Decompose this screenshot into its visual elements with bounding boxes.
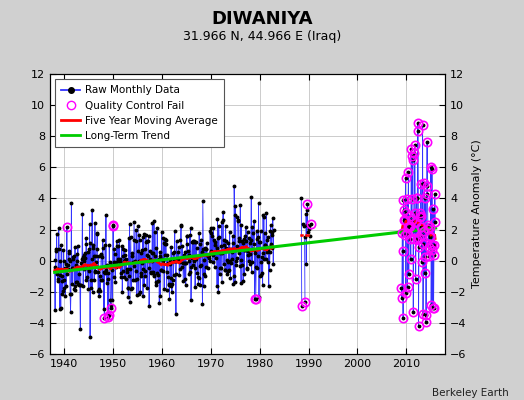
Text: 31.966 N, 44.966 E (Iraq): 31.966 N, 44.966 E (Iraq) [183,30,341,43]
Legend: Raw Monthly Data, Quality Control Fail, Five Year Moving Average, Long-Term Tren: Raw Monthly Data, Quality Control Fail, … [55,79,224,147]
Text: DIWANIYA: DIWANIYA [211,10,313,28]
Text: Berkeley Earth: Berkeley Earth [432,388,508,398]
Y-axis label: Temperature Anomaly (°C): Temperature Anomaly (°C) [472,140,482,288]
